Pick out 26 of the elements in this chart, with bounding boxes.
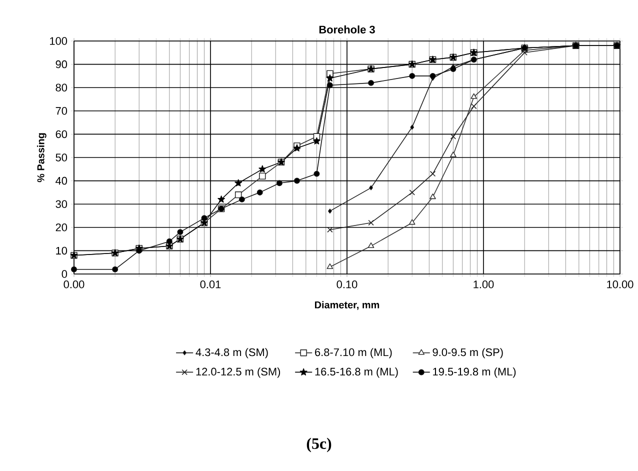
y-tick-label: 0 (62, 270, 68, 278)
x-axis-title: Diameter, mm (314, 301, 380, 310)
x-tick-label: 0.10 (336, 280, 358, 288)
y-tick-label: 10 (56, 246, 68, 255)
y-tick-label: 90 (56, 60, 68, 68)
y-tick-label: 60 (56, 130, 68, 138)
y-tick-label: 100 (50, 37, 68, 45)
legend-label: 4.3-4.8 m (SM) (196, 348, 268, 358)
x-tick-label: 10.00 (607, 280, 634, 288)
y-tick-label: 30 (56, 200, 68, 208)
chart-title: Borehole 3 (319, 25, 375, 34)
y-tick-label: 40 (56, 176, 68, 185)
y-tick-label: 70 (56, 107, 68, 115)
y-axis-title: % Passing (37, 133, 46, 182)
y-tick-label: 50 (56, 154, 68, 162)
text: (5c) (306, 438, 332, 452)
y-tick-label: 80 (56, 84, 68, 92)
legend-label: 16.5-16.8 m (ML) (315, 367, 398, 378)
x-tick-label: 1.00 (474, 280, 494, 288)
legend-label: 6.8-7.10 m (ML) (315, 348, 392, 358)
legend-label: 19.5-19.8 m (ML) (433, 367, 516, 378)
x-tick-label: 0.01 (200, 280, 221, 288)
legend-label: 12.0-12.5 m (SM) (196, 367, 280, 378)
y-tick-label: 20 (56, 224, 68, 232)
legend-label: 9.0-9.5 m (SP) (432, 348, 503, 358)
x-tick-label: 0.00 (64, 280, 84, 288)
